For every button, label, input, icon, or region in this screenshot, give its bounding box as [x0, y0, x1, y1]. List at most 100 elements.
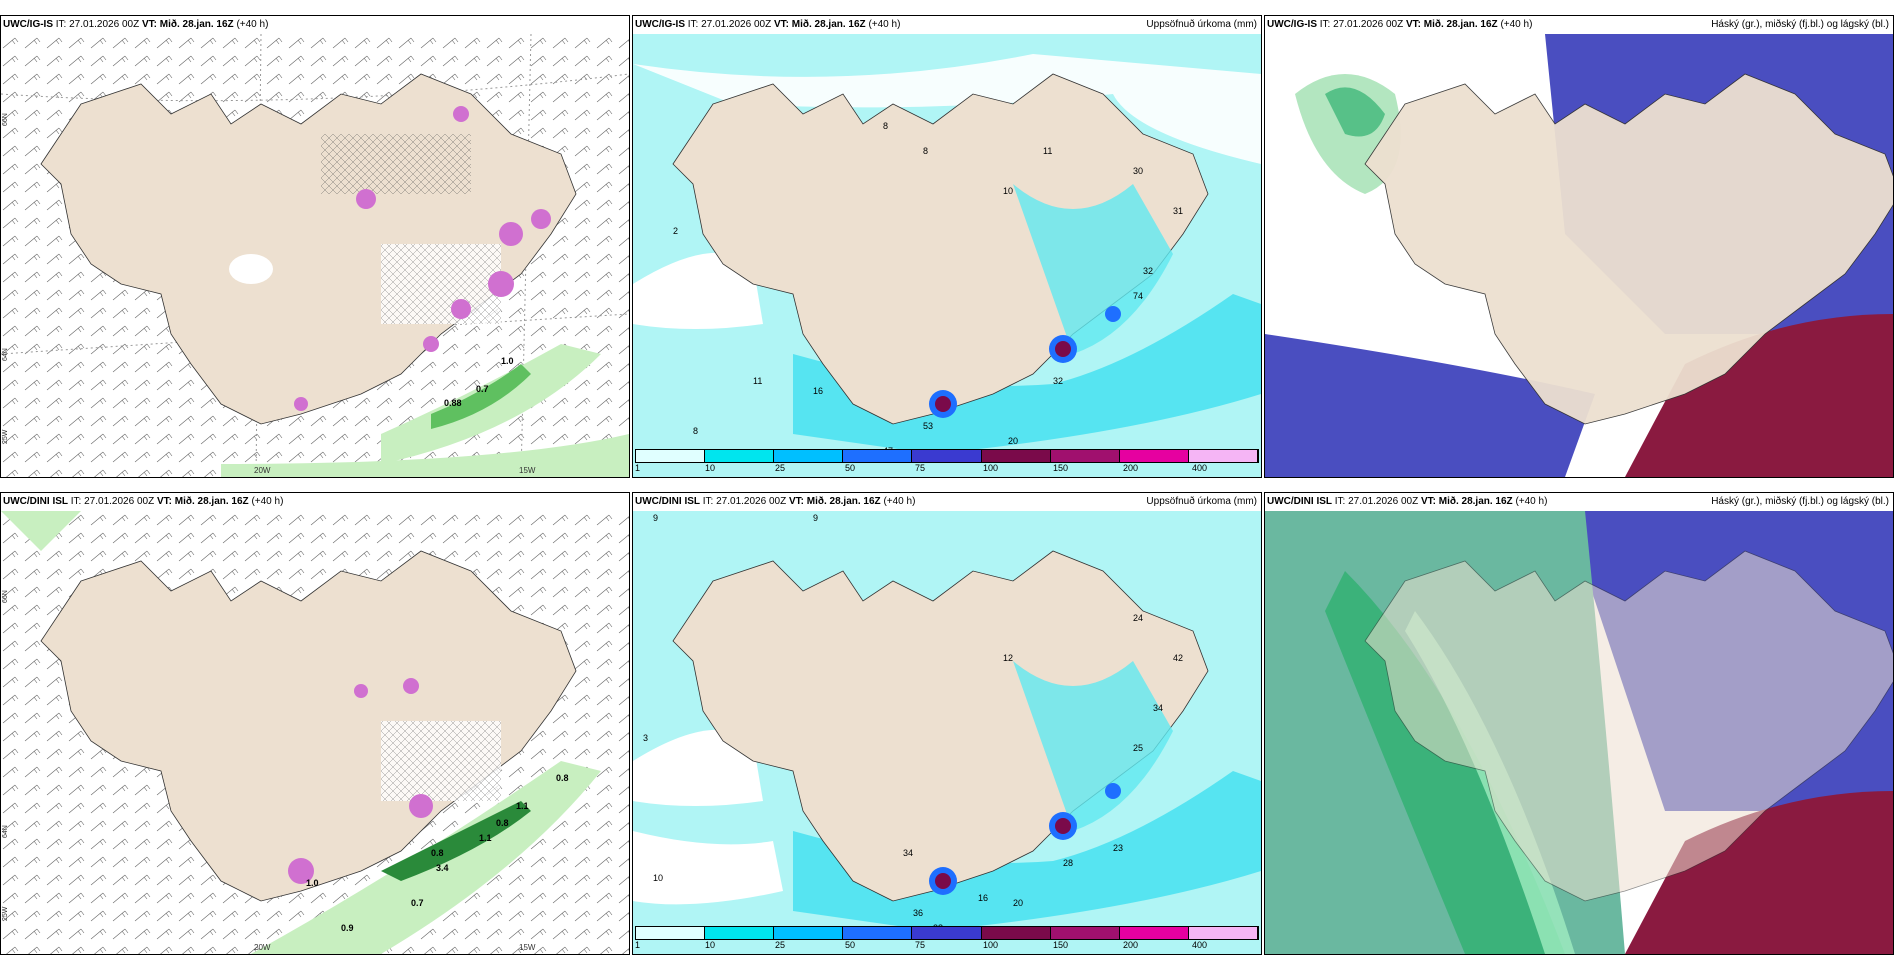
legend-label: 150 [1053, 463, 1069, 473]
precip-value: 8 [883, 121, 888, 131]
precip-value: 2 [673, 226, 678, 236]
precip-value: 8 [693, 426, 698, 436]
legend-swatch [774, 927, 844, 939]
panel-ig-cloud: UWC/IG-IS IT: 27.01.2026 00Z VT: Mið. 28… [1264, 15, 1894, 478]
cloud-map [1265, 511, 1893, 954]
init-time: IT: 27.01.2026 00Z [55, 19, 140, 30]
panel-header: UWC/DINI ISL IT: 27.01.2026 00Z VT: Mið.… [1265, 493, 1893, 511]
wind-value: 0.7 [411, 898, 424, 908]
panel-title: Háský (gr.), miðský (fj.bl.) og lágský (… [1711, 496, 1889, 507]
precip-value: 25 [1133, 743, 1143, 753]
legend-bar [635, 449, 1259, 463]
legend-label: 50 [845, 940, 856, 950]
legend-swatch [843, 927, 913, 939]
panel-dini-wind: UWC/DINI ISL IT: 27.01.2026 00Z VT: Mið.… [0, 492, 630, 955]
precip-legend: 1 10 25 50 75 100 150 200 400 [635, 449, 1261, 475]
model-name: UWC/IG-IS [635, 19, 685, 30]
precip-value: 34 [1153, 703, 1163, 713]
valid-time: Mið. 28.jan. 16Z [1438, 496, 1513, 507]
lon-label: 20W [254, 943, 271, 952]
precip-value: 20 [1013, 898, 1023, 908]
legend-label: 100 [983, 940, 999, 950]
lat-label: 64N [2, 348, 9, 361]
panel-title: Uppsöfnuð úrkoma (mm) [1146, 19, 1257, 30]
legend-label: 150 [1053, 940, 1069, 950]
precip-value: 42 [1173, 653, 1183, 663]
legend-swatch [1050, 927, 1120, 939]
valid-time-label: VT: [1420, 496, 1436, 507]
lat-label: 66N [2, 113, 9, 126]
legend-label: 50 [845, 463, 856, 473]
legend-swatch [981, 450, 1051, 462]
precip-values: 8 8 10 11 30 31 32 74 32 20 47 53 16 11 … [673, 121, 1183, 456]
lat-label: 64N [2, 825, 9, 838]
legend-label: 400 [1192, 463, 1208, 473]
precip-value: 11 [753, 376, 762, 386]
valid-time-label: VT: [141, 19, 157, 30]
legend-swatch [705, 450, 775, 462]
legend-label: 1 [635, 940, 641, 950]
init-time: IT: 27.01.2026 00Z [1334, 496, 1419, 507]
panel-header: UWC/IG-IS IT: 27.01.2026 00Z VT: Mið. 28… [1, 16, 629, 34]
wind-value: 0.7 [476, 384, 489, 394]
wind-value: 1.0 [306, 878, 319, 888]
lon-label: 20W [254, 466, 271, 475]
precip-value: 16 [978, 893, 988, 903]
lat-label: 66N [2, 590, 9, 603]
lead-time: (+40 h) [236, 19, 269, 30]
precip-value: 10 [653, 873, 663, 883]
legend-label: 100 [983, 463, 999, 473]
precip-value: 20 [1008, 436, 1018, 446]
valid-time-label: VT: [156, 496, 172, 507]
wind-value: 1.1 [516, 801, 529, 811]
legend-label: 10 [705, 940, 716, 950]
precip-value: 16 [813, 386, 823, 396]
init-time: IT: 27.01.2026 00Z [70, 496, 155, 507]
init-time: IT: 27.01.2026 00Z [1319, 19, 1404, 30]
precip-value: 36 [913, 908, 923, 918]
model-name: UWC/DINI ISL [3, 496, 68, 507]
lon-label-side: 25W [2, 429, 9, 444]
wind-value: 0.8 [496, 818, 509, 828]
legend-swatch [705, 927, 775, 939]
precip-value: 8 [923, 146, 928, 156]
panel-ig-wind: UWC/IG-IS IT: 27.01.2026 00Z VT: Mið. 28… [0, 15, 630, 478]
lon-label: 15W [519, 943, 536, 952]
precip-value: 9 [653, 513, 658, 523]
wind-value: 3.4 [436, 863, 449, 873]
precip-value: 31 [1173, 206, 1183, 216]
legend-swatch [912, 450, 982, 462]
legend-swatch [636, 927, 706, 939]
legend-swatch [1188, 927, 1258, 939]
legend-label: 10 [705, 463, 716, 473]
panel-dini-precip: UWC/DINI ISL IT: 27.01.2026 00Z VT: Mið.… [632, 492, 1262, 955]
panel-title: Háský (gr.), miðský (fj.bl.) og lágský (… [1711, 19, 1889, 30]
wind-value: 0.9 [341, 923, 354, 933]
precip-value: 32 [1143, 266, 1153, 276]
legend-label: 75 [915, 940, 926, 950]
precip-legend: 1 10 25 50 75 100 150 200 400 [635, 926, 1261, 952]
wind-value: 1.0 [501, 356, 514, 366]
valid-time: Mið. 28.jan. 16Z [159, 19, 234, 30]
valid-time: Mið. 28.jan. 16Z [806, 496, 881, 507]
model-name: UWC/DINI ISL [635, 496, 700, 507]
legend-label: 200 [1123, 940, 1139, 950]
init-time: IT: 27.01.2026 00Z [702, 496, 787, 507]
legend-swatch [636, 450, 706, 462]
lead-time: (+40 h) [1500, 19, 1533, 30]
lead-time: (+40 h) [883, 496, 916, 507]
valid-time-label: VT: [773, 19, 789, 30]
precip-map: 8 8 10 11 30 31 32 74 32 20 47 53 16 11 … [633, 34, 1261, 477]
valid-time: Mið. 28.jan. 16Z [174, 496, 249, 507]
legend-swatch [1119, 450, 1189, 462]
precip-value: 3 [643, 733, 648, 743]
legend-label: 400 [1192, 940, 1208, 950]
wind-value: 0.88 [444, 398, 462, 408]
model-name: UWC/IG-IS [1267, 19, 1317, 30]
precip-map: 9 9 12 24 42 34 25 23 28 20 16 36 38 34 … [633, 511, 1261, 954]
lon-label: 15W [519, 466, 536, 475]
lead-time: (+40 h) [251, 496, 284, 507]
panel-header: UWC/IG-IS IT: 27.01.2026 00Z VT: Mið. 28… [1265, 16, 1893, 34]
legend-swatch [1119, 927, 1189, 939]
precip-value: 9 [813, 513, 818, 523]
